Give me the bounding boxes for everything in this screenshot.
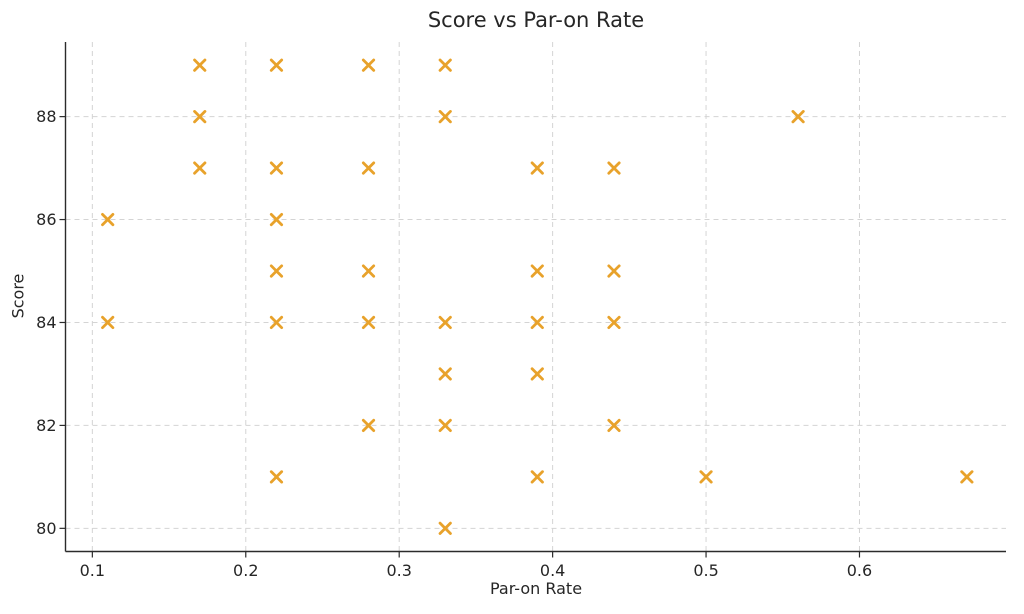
data-point-marker [607,315,621,330]
data-point-marker [530,315,544,330]
x-tick-label: 0.4 [540,561,565,580]
y-axis-label-text: Score [8,273,28,319]
data-point-marker [438,521,452,535]
data-point-marker [269,58,284,72]
data-point-marker [361,264,376,278]
data-point-marker [438,418,452,433]
x-tick-label: 0.6 [847,561,872,580]
x-tick-label: 0.1 [80,561,105,580]
data-point-marker [269,264,284,278]
data-point-marker [438,315,452,330]
data-point-marker [607,418,621,433]
data-point-marker [699,470,713,484]
data-point-marker [269,315,284,330]
data-point-marker [269,161,284,175]
data-point-marker [530,264,544,278]
y-tick-label: 82 [36,416,56,435]
data-point-marker [530,161,544,175]
data-point-marker [361,58,376,72]
x-tick-label: 0.3 [386,561,411,580]
y-tick-label: 86 [36,210,56,229]
data-point-marker [361,418,376,433]
data-point-marker [101,212,115,227]
chart-title: Score vs Par-on Rate [427,8,645,32]
x-tick-label: 0.2 [233,561,258,580]
data-point-marker [438,110,452,124]
y-tick-label: 88 [36,107,56,126]
data-point-marker [193,161,207,175]
data-point-marker [361,161,376,175]
data-point-marker [530,367,544,381]
data-point-marker [193,110,207,124]
data-point-marker [607,264,621,278]
data-point-marker [361,315,376,330]
x-tick-label: 0.5 [693,561,718,580]
data-point-marker [791,110,805,124]
x-axis-label: Par-on Rate [489,579,583,598]
data-point-marker [269,470,284,484]
data-point-marker [438,58,452,72]
data-point-marker [269,212,284,227]
data-point-marker [438,367,452,381]
data-point-marker [530,470,544,484]
data-point-marker [607,161,621,175]
y-tick-label: 84 [36,313,56,332]
data-point-marker [960,470,974,484]
data-point-marker [193,58,207,72]
data-point-marker [101,315,115,330]
y-tick-label: 80 [36,519,56,538]
